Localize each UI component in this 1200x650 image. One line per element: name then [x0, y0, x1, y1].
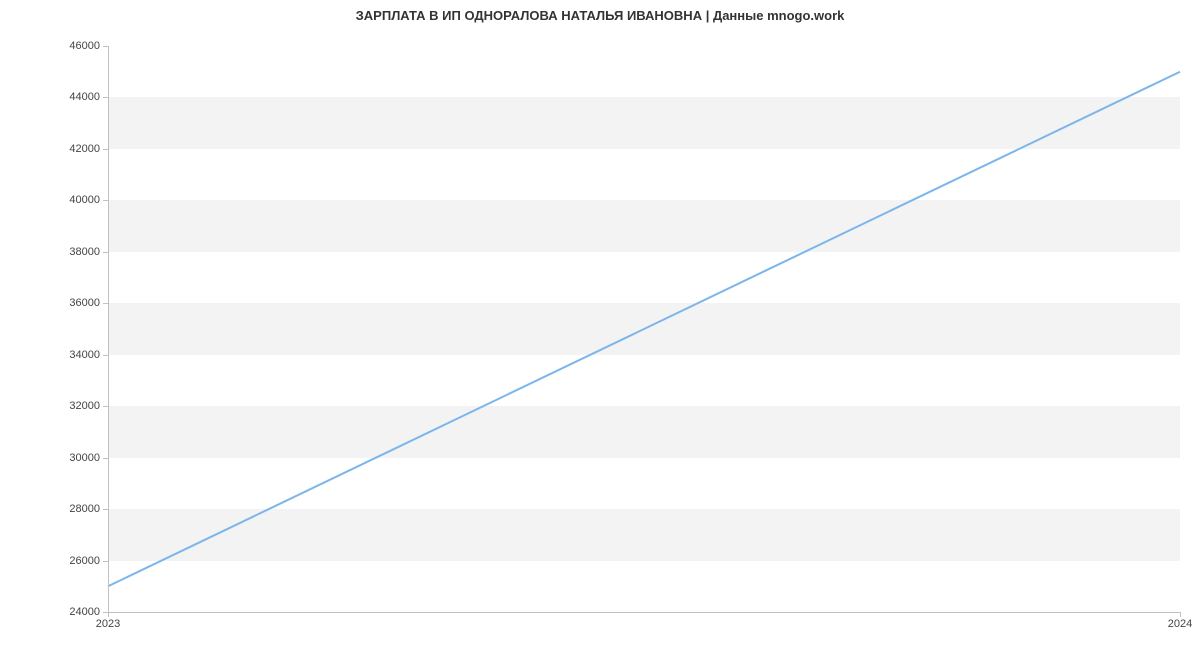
y-tick-mark	[103, 303, 108, 304]
y-tick-label: 42000	[69, 143, 100, 155]
y-axis-line	[108, 46, 109, 612]
series-line	[108, 72, 1180, 587]
chart-container: ЗАРПЛАТА В ИП ОДНОРАЛОВА НАТАЛЬЯ ИВАНОВН…	[0, 0, 1200, 650]
y-tick-label: 46000	[69, 40, 100, 52]
x-tick-mark	[108, 612, 109, 617]
y-tick-mark	[103, 46, 108, 47]
y-tick-mark	[103, 458, 108, 459]
y-tick-mark	[103, 406, 108, 407]
y-tick-mark	[103, 355, 108, 356]
y-tick-label: 26000	[69, 555, 100, 567]
y-tick-mark	[103, 97, 108, 98]
y-tick-label: 24000	[69, 606, 100, 618]
x-tick-label: 2023	[96, 618, 120, 630]
y-tick-label: 40000	[69, 194, 100, 206]
x-tick-label: 2024	[1168, 618, 1192, 630]
y-tick-mark	[103, 509, 108, 510]
y-tick-label: 32000	[69, 400, 100, 412]
line-layer	[108, 46, 1180, 612]
y-tick-label: 36000	[69, 297, 100, 309]
y-tick-label: 34000	[69, 349, 100, 361]
y-tick-mark	[103, 252, 108, 253]
y-tick-mark	[103, 561, 108, 562]
x-tick-mark	[1180, 612, 1181, 617]
y-tick-label: 30000	[69, 452, 100, 464]
y-tick-mark	[103, 200, 108, 201]
plot-area: 2400026000280003000032000340003600038000…	[108, 46, 1180, 612]
y-tick-mark	[103, 149, 108, 150]
y-tick-label: 38000	[69, 246, 100, 258]
y-tick-label: 28000	[69, 503, 100, 515]
y-tick-label: 44000	[69, 91, 100, 103]
x-axis-line	[108, 612, 1180, 613]
chart-title: ЗАРПЛАТА В ИП ОДНОРАЛОВА НАТАЛЬЯ ИВАНОВН…	[0, 8, 1200, 23]
